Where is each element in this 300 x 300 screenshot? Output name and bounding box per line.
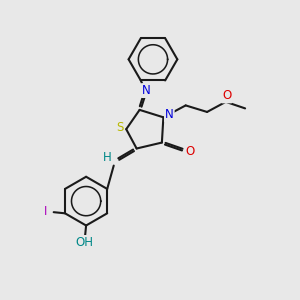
Text: O: O [222,89,231,102]
Text: I: I [44,205,47,218]
Text: S: S [116,121,123,134]
Text: N: N [165,108,174,122]
Text: O: O [186,145,195,158]
Text: H: H [103,151,112,164]
Text: N: N [142,84,151,97]
Text: OH: OH [76,236,94,249]
